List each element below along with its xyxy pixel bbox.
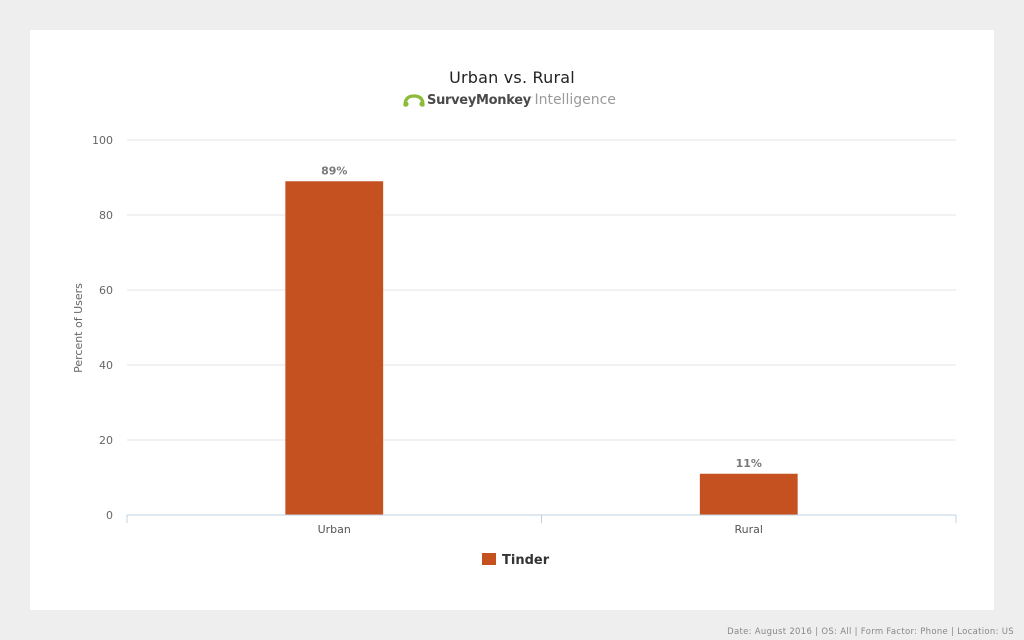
gridlines [127, 139, 956, 441]
chart-title: Urban vs. Rural [449, 68, 575, 87]
data-label: 11% [736, 457, 762, 470]
y-axis-label: Percent of Users [72, 283, 85, 373]
y-tick-label: 60 [99, 284, 113, 297]
brand-product: Intelligence [534, 92, 616, 108]
brand-mark: · [530, 92, 534, 102]
bars: 89% 11% [285, 164, 798, 515]
y-tick-label: 20 [99, 434, 113, 447]
y-tick-label: 0 [106, 509, 113, 522]
surveymonkey-logo-icon [403, 94, 425, 107]
y-tick-label: 80 [99, 209, 113, 222]
x-axis: Urban Rural [126, 514, 957, 536]
data-label: 89% [321, 164, 347, 177]
legend-label[interactable]: Tinder [502, 553, 550, 568]
brand-name: SurveyMonkey [427, 92, 531, 108]
x-tick-label: Urban [318, 523, 351, 536]
brand-logo: SurveyMonkey · Intelligence [403, 90, 616, 110]
y-tick-label: 100 [92, 134, 113, 147]
y-tick-label: 40 [99, 359, 113, 372]
chart-card: Urban vs. Rural SurveyMonkey · Intellige… [30, 30, 994, 610]
footer-note: Date: August 2016 | OS: All | Form Facto… [727, 627, 1014, 637]
legend[interactable]: Tinder [482, 553, 550, 568]
bar-rural[interactable] [699, 473, 798, 515]
y-axis-ticks: 0 20 40 60 80 100 [92, 134, 113, 522]
x-tick-label: Rural [735, 523, 763, 536]
legend-swatch [482, 553, 496, 565]
bar-urban[interactable] [285, 181, 384, 515]
